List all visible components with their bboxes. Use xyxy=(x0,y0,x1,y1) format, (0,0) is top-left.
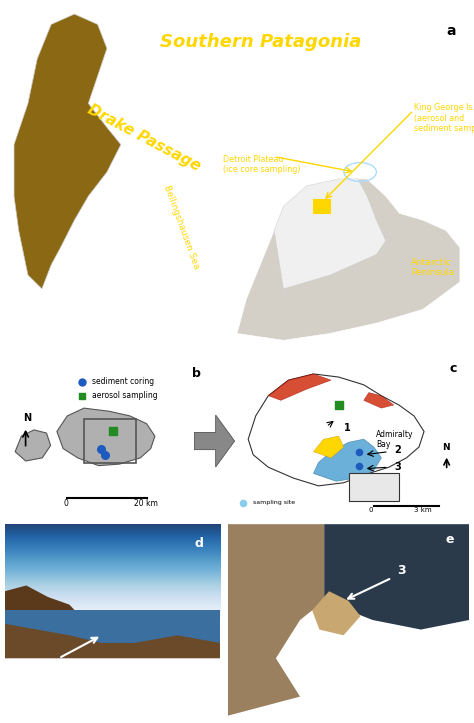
Text: N: N xyxy=(24,413,32,422)
Point xyxy=(78,376,86,388)
Text: 2: 2 xyxy=(394,445,401,455)
Polygon shape xyxy=(237,179,460,341)
Bar xyxy=(84,419,136,463)
Point xyxy=(355,446,363,458)
Text: 3 km: 3 km xyxy=(414,508,432,513)
Text: Bellingshausen Sea: Bellingshausen Sea xyxy=(162,184,201,270)
Text: 20 km: 20 km xyxy=(134,499,158,508)
Text: sampling site: sampling site xyxy=(253,500,295,505)
Text: 200 km: 200 km xyxy=(38,335,64,341)
Text: Admiralty
Bay: Admiralty Bay xyxy=(376,429,414,449)
Polygon shape xyxy=(274,179,386,288)
Polygon shape xyxy=(313,440,381,482)
Point xyxy=(101,449,109,461)
Text: d: d xyxy=(194,537,203,550)
Polygon shape xyxy=(324,524,469,630)
Polygon shape xyxy=(364,393,394,408)
Point xyxy=(109,426,117,437)
Polygon shape xyxy=(313,436,344,458)
Text: Detroit Plateau
(ice core sampling): Detroit Plateau (ice core sampling) xyxy=(223,155,301,174)
Polygon shape xyxy=(57,408,155,466)
Polygon shape xyxy=(268,374,331,401)
Text: aerosol sampling: aerosol sampling xyxy=(92,391,158,401)
Bar xyxy=(349,474,399,502)
Point xyxy=(78,390,86,401)
Text: 2: 2 xyxy=(22,687,31,700)
Text: 3: 3 xyxy=(394,462,401,472)
Text: e: e xyxy=(445,534,454,547)
Text: 0: 0 xyxy=(369,508,373,513)
Polygon shape xyxy=(194,415,235,467)
Text: Antarctic
Peninsula: Antarctic Peninsula xyxy=(411,258,455,278)
Polygon shape xyxy=(228,524,324,716)
Text: 0: 0 xyxy=(63,499,68,508)
Bar xyxy=(314,200,330,213)
Text: King George Is.
(aerosol and
sediment sampling): King George Is. (aerosol and sediment sa… xyxy=(413,103,474,133)
Point xyxy=(97,442,104,454)
Text: b: b xyxy=(192,367,201,380)
Polygon shape xyxy=(248,374,424,486)
Text: a: a xyxy=(446,25,456,38)
Text: sediment coring: sediment coring xyxy=(92,377,155,386)
Polygon shape xyxy=(312,591,360,636)
Text: 1: 1 xyxy=(344,424,350,434)
Polygon shape xyxy=(15,430,51,461)
Text: 3: 3 xyxy=(397,564,405,577)
Point xyxy=(239,497,247,509)
Point xyxy=(355,460,363,471)
Text: 0: 0 xyxy=(21,335,26,341)
Point xyxy=(335,399,342,411)
Polygon shape xyxy=(14,14,121,288)
Text: 1 km: 1 km xyxy=(401,705,419,711)
Text: Southern Patagonia: Southern Patagonia xyxy=(160,33,361,51)
Polygon shape xyxy=(5,586,80,620)
Text: 0: 0 xyxy=(334,705,338,711)
Text: N: N xyxy=(442,443,449,452)
Polygon shape xyxy=(5,624,220,658)
Text: Drake Passage: Drake Passage xyxy=(85,102,203,174)
Text: c: c xyxy=(449,362,456,375)
Bar xyxy=(5,610,220,649)
